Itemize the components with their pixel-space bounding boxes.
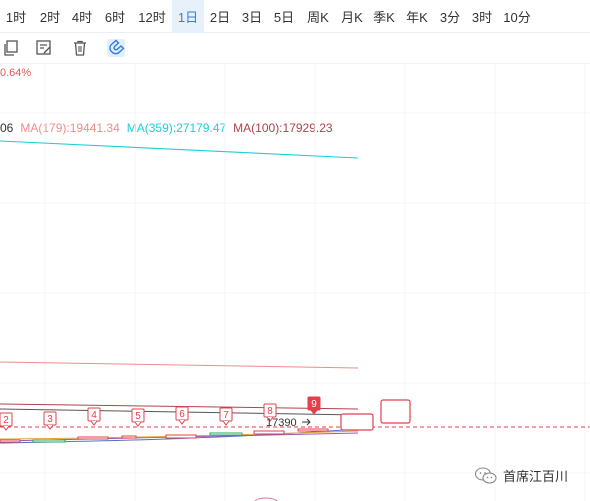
ma-prefix: 06: [0, 121, 14, 135]
timeframe-tab[interactable]: 月K: [341, 10, 363, 25]
timeframe-tab[interactable]: 3分: [439, 10, 461, 25]
candle: [77, 436, 109, 440]
watermark-text: 首席江百川: [503, 469, 569, 484]
trash-icon[interactable]: [71, 39, 89, 57]
ma359-label: MA(359):27179.47: [126, 121, 227, 135]
arrow-right-icon: [302, 418, 311, 426]
drawing-tools: [0, 33, 590, 64]
candle: [165, 434, 197, 439]
marker-8[interactable]: 8: [263, 403, 277, 422]
timeframe-tab[interactable]: 12时: [138, 10, 166, 25]
marker-pointer: [2, 425, 10, 431]
marker-9[interactable]: 9: [307, 396, 321, 415]
candle: [297, 428, 329, 432]
timeframe-tab[interactable]: 3日: [241, 10, 263, 25]
marker-5[interactable]: 5: [131, 408, 145, 427]
markers: 2 3 4 5 6 7 8 9: [0, 396, 321, 431]
partial-circle-icon: [254, 497, 278, 501]
edit-note-icon[interactable]: [35, 39, 53, 57]
marker-pointer: [222, 420, 230, 426]
chart-grid: [0, 63, 590, 501]
price-label: 17390: [266, 417, 297, 429]
kline-chart[interactable]: 2 3 4 5 6 7 8 9 17390: [0, 63, 590, 501]
copy-icon[interactable]: [2, 39, 20, 57]
marker-6[interactable]: 6: [175, 406, 189, 425]
candles: [0, 428, 329, 443]
timeframe-tab[interactable]: 1日: [172, 0, 204, 33]
price-tag-box[interactable]: [340, 413, 374, 431]
timeframe-tab[interactable]: 年K: [406, 10, 428, 25]
timeframe-tab[interactable]: 2时: [39, 10, 61, 25]
marker-pointer: [178, 419, 186, 425]
timeframe-tab[interactable]: 4时: [71, 10, 93, 25]
marker-label: 3: [47, 414, 53, 425]
watermark: 首席江百川: [475, 466, 568, 485]
marker-label: 8: [267, 406, 273, 417]
wechat-icon: [475, 466, 497, 484]
timeframe-tab[interactable]: 2日: [209, 10, 231, 25]
marker-4[interactable]: 4: [87, 407, 101, 426]
marker-pointer: [46, 424, 54, 430]
marker-label: 2: [3, 415, 9, 426]
marker-pointer: [310, 409, 318, 415]
timeframe-toolbar: 1时 2时 4时 6时 12时 1日 2日 3日 5日 周K 月K 季K 年K 3分 3时 10分: [0, 0, 590, 33]
marker-label: 4: [91, 410, 97, 421]
price-tag-box[interactable]: [380, 399, 411, 424]
candle: [209, 432, 243, 436]
marker-label: 5: [135, 411, 141, 422]
marker-pointer: [134, 421, 142, 427]
timeframe-tab[interactable]: 1时: [5, 10, 27, 25]
marker-label: 6: [179, 409, 185, 420]
magnet-icon[interactable]: [107, 39, 125, 57]
candle: [121, 435, 137, 439]
marker-pointer: [90, 420, 98, 426]
ma359-line: [0, 140, 359, 159]
timeframe-tab[interactable]: 5日: [273, 10, 295, 25]
candle: [0, 439, 21, 443]
marker-pointer: [266, 416, 274, 422]
marker-label: 7: [223, 410, 229, 421]
candle: [32, 439, 66, 443]
timeframe-tab[interactable]: 10分: [503, 10, 531, 25]
timeframe-tab[interactable]: 季K: [373, 10, 395, 25]
change-percent: 0.64%: [0, 67, 32, 79]
timeframe-tab[interactable]: 周K: [307, 10, 329, 25]
marker-7[interactable]: 7: [219, 407, 233, 426]
timeframe-tab[interactable]: 3时: [471, 10, 493, 25]
ma179-line: [0, 361, 359, 369]
ma100-label: MA(100):17929.23: [233, 121, 333, 135]
marker-3[interactable]: 3: [43, 411, 57, 430]
candle: [253, 430, 285, 435]
marker-label: 9: [311, 399, 317, 410]
timeframe-tab[interactable]: 6时: [104, 10, 126, 25]
marker-2[interactable]: 2: [0, 412, 13, 431]
